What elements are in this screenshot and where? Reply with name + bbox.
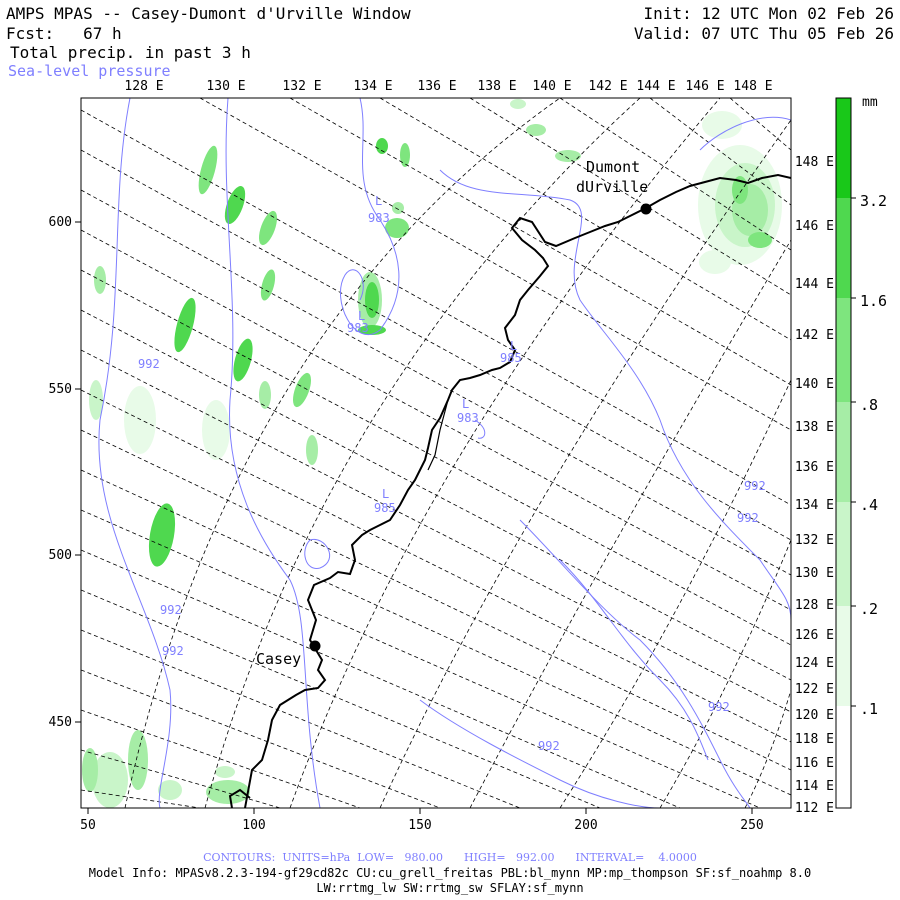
map-frame — [80, 97, 792, 809]
x-tick-label: 200 — [574, 818, 597, 833]
lon-label: 144 E — [795, 277, 834, 292]
lon-label: 138 E — [477, 79, 516, 94]
ice-edge — [427, 399, 449, 471]
lon-label: 118 E — [795, 732, 834, 747]
slp-label: 992 — [162, 644, 184, 658]
lon-label: 130 E — [795, 566, 834, 581]
slp-label: 985 — [374, 501, 396, 515]
colorbar-label: .4 — [860, 496, 878, 514]
y-tick-label: 450 — [49, 715, 72, 730]
lon-label: 120 E — [795, 708, 834, 723]
lon-label: 130 E — [206, 79, 245, 94]
slp-labels: 992 992 992 992 992 992 992 983 983 985 … — [138, 194, 766, 753]
precip-field-label: Total precip. in past 3 h — [10, 43, 251, 62]
lon-label: 128 E — [795, 598, 834, 613]
lon-label: 126 E — [795, 628, 834, 643]
slp-label: 992 — [538, 739, 560, 753]
slp-label: 992 — [160, 603, 182, 617]
model-info: Model Info: MPASv8.2.3-194-gf29cd82c CU:… — [88, 866, 812, 880]
x-tick-label: 100 — [242, 818, 265, 833]
lon-label: 138 E — [795, 420, 834, 435]
slp-field-label: Sea-level pressure — [8, 62, 171, 80]
grid-axes: 50 100 150 200 250 600 550 500 450 — [49, 215, 764, 833]
model-info-line2: LW:rrtmg_lw SW:rrtmg_sw SFLAY:sf_mynn — [316, 881, 584, 895]
slp-label: 992 — [138, 357, 160, 371]
precip-field — [82, 99, 782, 808]
lon-label: 112 E — [795, 801, 834, 816]
low-marker: L — [382, 487, 389, 501]
colorbar-label: 1.6 — [860, 292, 887, 310]
x-tick-label: 250 — [740, 818, 763, 833]
lon-label: 128 E — [124, 79, 163, 94]
island-outline — [228, 788, 251, 808]
lon-label: 122 E — [795, 682, 834, 697]
colorbar-label: .2 — [860, 600, 878, 618]
casey-station-marker — [309, 640, 321, 652]
y-tick-label: 500 — [49, 548, 72, 563]
y-tick-label: 550 — [49, 382, 72, 397]
right-lon-axis: 148 E 146 E 144 E 142 E 140 E 138 E 136 … — [795, 155, 834, 816]
dumont-station-marker — [640, 203, 652, 215]
lon-label: 136 E — [417, 79, 456, 94]
lon-label: 114 E — [795, 779, 834, 794]
casey-label: Casey — [256, 650, 301, 668]
map-panel — [80, 97, 792, 809]
forecast-hour: Fcst: 67 h — [6, 24, 122, 43]
lon-label: 146 E — [795, 219, 834, 234]
top-lon-axis: 128 E 130 E 132 E 134 E 136 E 138 E 140 … — [124, 79, 772, 94]
lon-label: 144 E — [636, 79, 675, 94]
colorbar-label: 3.2 — [860, 192, 887, 210]
slp-label: 983 — [347, 321, 369, 335]
dumont-label-line2: dUrville — [576, 178, 648, 196]
slp-label: 992 — [737, 511, 759, 525]
slp-label: 985 — [500, 351, 522, 365]
lon-label: 134 E — [353, 79, 392, 94]
lon-label: 136 E — [795, 460, 834, 475]
x-tick-label: 150 — [408, 818, 431, 833]
slp-contours — [98, 98, 791, 808]
contour-info: CONTOURS: UNITS=hPa LOW= 980.00 HIGH= 99… — [203, 851, 697, 864]
colorbar-label: .8 — [860, 396, 878, 414]
low-marker: L — [358, 309, 365, 323]
lon-label: 124 E — [795, 656, 834, 671]
y-tick-label: 600 — [49, 215, 72, 230]
x-tick-label: 50 — [80, 818, 96, 833]
graticule — [81, 98, 791, 808]
slp-label: 992 — [744, 479, 766, 493]
lon-label: 132 E — [282, 79, 321, 94]
lon-label: 142 E — [588, 79, 627, 94]
precip-colorbar: mm 3.2 1.6 .8 .4 .2 .1 — [835, 95, 887, 809]
map-title: AMPS MPAS -- Casey-Dumont d'Urville Wind… — [6, 4, 411, 23]
lon-label: 148 E — [795, 155, 834, 170]
lon-label: 132 E — [795, 533, 834, 548]
dumont-label-line1: Dumont — [586, 158, 640, 176]
lon-label: 148 E — [733, 79, 772, 94]
low-marker: L — [510, 339, 517, 353]
slp-label: 992 — [708, 700, 730, 714]
valid-time: Valid: 07 UTC Thu 05 Feb 26 — [633, 24, 894, 43]
colorbar-label: .1 — [860, 700, 878, 718]
colorbar-unit: mm — [862, 95, 878, 110]
lon-label: 140 E — [795, 377, 834, 392]
slp-label: 983 — [368, 211, 390, 225]
lon-label: 142 E — [795, 328, 834, 343]
lon-label: 134 E — [795, 498, 834, 513]
low-marker: L — [462, 397, 469, 411]
init-time: Init: 12 UTC Mon 02 Feb 26 — [643, 4, 894, 23]
slp-label: 983 — [457, 411, 479, 425]
lon-label: 140 E — [532, 79, 571, 94]
low-marker: L — [375, 194, 382, 208]
lon-label: 116 E — [795, 756, 834, 771]
lon-label: 146 E — [685, 79, 724, 94]
